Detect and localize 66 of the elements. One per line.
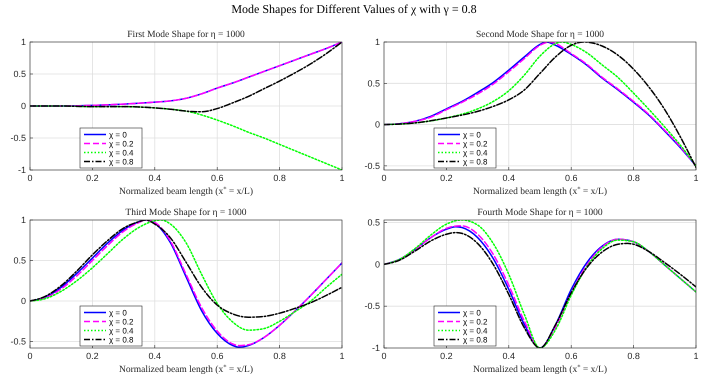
chart-title: Third Mode Shape for η = 1000 [125,208,247,218]
x-tick-label: 0 [27,173,33,183]
text: Mode Shapes for Different Values of χ with γ = 0.8 [231,2,477,16]
y-tick-label: -0.5 [364,160,380,171]
y-tick-label: 0.5 [13,256,26,266]
x-axis-title: Normalized beam length (x$^{*}$ = x/L) [473,364,607,375]
x-tick-label: 0.8 [273,351,286,361]
x-tick-label: 0 [381,351,387,361]
legend-label: χ = 0 [109,130,128,140]
legend-label: χ = 0.2 [463,140,488,148]
x-tick-label: 1 [693,351,699,361]
x-tick-label: 0.2 [440,351,453,361]
y-tick-label: 0 [20,101,26,111]
legend-label: χ = 0.4 [463,326,488,336]
y-tick-label: 1 [20,215,26,225]
x-tick-label: 0.6 [210,173,224,183]
x-tick-label: 0.8 [273,173,286,183]
legend-label: χ = 0.2 [463,318,488,326]
legend-label: χ = 0.2 [109,140,134,148]
y-tick-label: 0.5 [367,78,380,88]
x-tick-label: 1 [339,173,345,183]
y-tick-label: -0.5 [10,133,26,143]
legend-label: χ = 0.4 [463,148,488,158]
chart-title: Second Mode Shape for η = 1000 [476,30,604,40]
x-tick-label: 0.6 [210,351,224,361]
x-tick-label: 0 [381,173,387,183]
legend-label: χ = 0.4 [109,326,134,336]
x-tick-label: 0.4 [148,351,162,361]
legend-label: χ = 0 [109,308,128,318]
chart-title: First Mode Shape for η = 1000 [127,30,245,40]
y-tick-label: 1 [374,37,380,47]
y-tick-label: 0 [374,259,380,270]
legend-label: χ = 0.8 [463,336,488,344]
x-tick-label: 0.2 [86,173,99,183]
legend-label: χ = 0.8 [109,336,134,344]
y-tick-label: -0.5 [364,301,380,312]
x-tick-label: 0.8 [627,173,640,183]
y-tick-label: -0.5 [10,336,26,347]
x-axis-title: Normalized beam length (x$^{*}$ = x/L) [119,186,253,197]
x-tick-label: 0.8 [627,351,640,361]
y-tick-label: 0.5 [13,69,26,79]
x-tick-label: 1 [693,173,699,183]
y-tick-label: -1 [18,165,26,175]
y-tick-label: 1 [20,37,26,47]
legend-label: χ = 0 [463,308,482,318]
x-axis-title: Normalized beam length (x$^{*}$ = x/L) [473,186,607,197]
x-tick-label: 0.6 [564,173,578,183]
y-tick-label: 0.5 [367,218,380,228]
x-tick-label: 0 [27,351,33,361]
chart-title: Fourth Mode Shape for η = 1000 [477,208,603,218]
legend-label: χ = 0.2 [109,318,134,326]
y-tick-label: 0 [374,120,380,130]
x-axis-title: Normalized beam length (x$^{*}$ = x/L) [119,364,253,375]
legend-label: χ = 0.4 [109,148,134,158]
x-tick-label: 0.4 [502,351,516,361]
legend-label: χ = 0.8 [463,158,488,166]
x-tick-label: 0.2 [440,173,453,183]
x-tick-label: 1 [339,351,345,361]
legend-label: χ = 0 [463,130,482,140]
x-tick-label: 0.4 [502,173,516,183]
legend-label: χ = 0.8 [109,158,134,166]
y-tick-label: -1 [372,343,380,353]
y-tick-label: 0 [20,296,26,306]
x-tick-label: 0.6 [564,351,578,361]
x-tick-label: 0.4 [148,173,162,183]
x-tick-label: 0.2 [86,351,99,361]
